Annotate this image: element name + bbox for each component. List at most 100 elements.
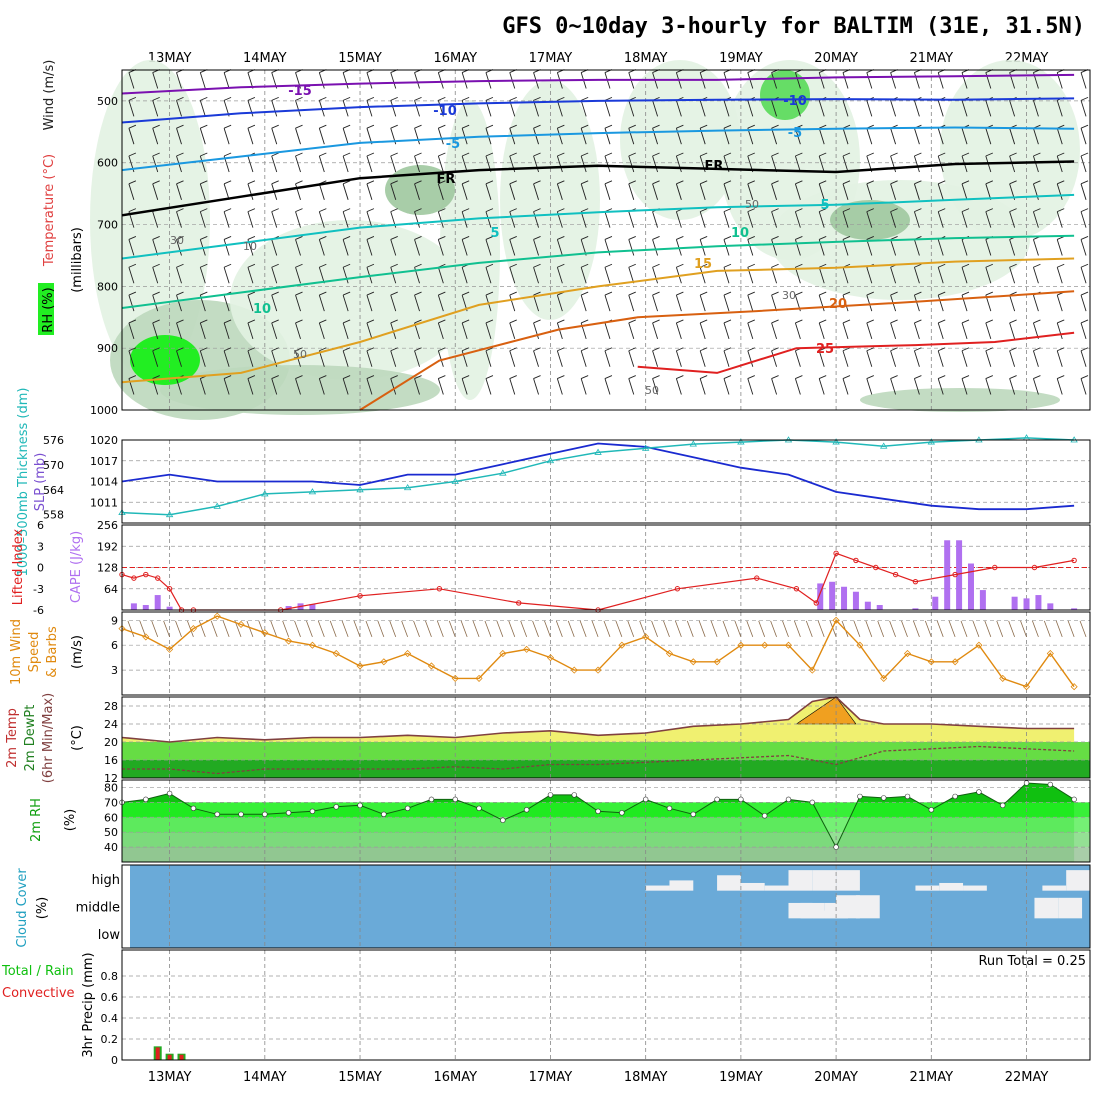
wind-barb-flag [580, 208, 589, 213]
wind-barb [652, 183, 659, 200]
wind-barb [580, 267, 587, 284]
rh-marker [452, 796, 458, 803]
upper-temperature-label: Temperature (°C) [42, 154, 57, 267]
wind-barb-flag [295, 96, 303, 101]
wind-barb [152, 267, 159, 284]
surface-wind-barb [151, 620, 159, 638]
wind-barb-flag [747, 180, 755, 185]
wind-barb-flag [438, 375, 446, 379]
wind-barb-flag [176, 208, 184, 213]
wind-barb-flag [604, 263, 613, 268]
wind-barb-flag [223, 319, 232, 324]
wind-barb [604, 155, 611, 173]
wind-barb-flag [747, 347, 755, 352]
wind-barb-flag [676, 236, 684, 240]
cape-bar [1071, 608, 1078, 610]
wind-barb-flag [1009, 347, 1017, 352]
wind-barb-flag [295, 291, 303, 296]
wind-barb-flag [366, 152, 375, 157]
wind-barb [675, 155, 682, 173]
date-label-top: 17MAY [529, 51, 573, 66]
wind-barb-flag [438, 236, 446, 240]
wind-barb [247, 128, 254, 145]
wind-barb-flag [200, 208, 208, 213]
rh-marker [833, 844, 839, 850]
wind-barb [533, 155, 539, 173]
wind-barb-flag [866, 180, 874, 185]
wind-barb [794, 239, 801, 256]
wind-barb-flag [676, 152, 684, 157]
wind-speed-marker [237, 620, 245, 629]
lifted-marker [793, 586, 800, 592]
rh-marker [428, 796, 435, 803]
wind-barb-flag [985, 208, 993, 213]
wind-barb [485, 239, 492, 256]
wind-barb [342, 72, 349, 89]
y-tick-label: 24 [104, 718, 118, 731]
wind-barb [723, 294, 730, 312]
wind-barb [437, 239, 444, 256]
wind-barb-flag [676, 347, 684, 352]
wind-barb [1080, 267, 1087, 284]
wind-barb-flag [1033, 180, 1041, 185]
wind-barb [604, 294, 611, 312]
wind-barb-flag [842, 236, 851, 240]
surface-wind-barb [877, 620, 885, 638]
wind-barb [318, 378, 325, 395]
wind-barb-flag [271, 263, 279, 268]
wind-barb [604, 211, 611, 228]
wind-barb-flag [866, 319, 874, 324]
wind-barb-flag [414, 124, 422, 129]
wind-barb-flag [1009, 208, 1017, 213]
wind-barb [318, 155, 325, 173]
wind-barb [913, 211, 920, 228]
wind-barb-flag [509, 347, 517, 352]
wind-barb [961, 239, 968, 256]
wind-barb [1056, 378, 1063, 395]
precip-total-label: Total / Rain [1, 964, 74, 979]
wind-barb-flag [557, 375, 565, 379]
wind-barb [890, 128, 897, 145]
wind-barb [723, 183, 730, 200]
contour-label-m10a: -10 [433, 104, 457, 119]
isotherm-FR [121, 160, 1075, 217]
wind-barb [461, 155, 468, 173]
date-label-bottom: 17MAY [529, 1070, 573, 1085]
wind-barb [604, 378, 611, 395]
wind-barb-flag [295, 375, 303, 379]
wind-barb-flag [509, 319, 517, 324]
cape-bar [932, 596, 939, 610]
lifted-marker [992, 564, 998, 571]
surface-wind-barb [341, 620, 349, 638]
wind-barb-flag [485, 152, 494, 157]
rh-marker [262, 811, 268, 817]
wind-barb [414, 350, 420, 367]
wind-speed-marker [594, 666, 602, 674]
wind-barb-flag [842, 291, 851, 296]
precip-bars [153, 1046, 186, 1060]
wind-barb-flag [985, 180, 993, 185]
wind-barb-flag [295, 236, 303, 240]
surface-wind-barb [532, 620, 539, 638]
wind-barb-flag [1057, 375, 1065, 379]
surface-wind-barb [853, 620, 861, 638]
wind-barb [1056, 350, 1063, 367]
cloud-block [764, 885, 789, 891]
wind-barb [794, 72, 801, 89]
cloud-block [1066, 870, 1090, 891]
wind-barb [794, 322, 801, 340]
wind-barb-flag [223, 347, 232, 352]
date-label-bottom: 19MAY [719, 1070, 763, 1085]
surface-wind-barb [972, 620, 980, 638]
wind-barb [1080, 72, 1087, 89]
wind-barb [176, 100, 182, 117]
y-tick-label: 800 [97, 280, 118, 293]
wind-barb-flag [723, 319, 732, 324]
wind-barb-flag [914, 347, 922, 352]
precip-axis-label: 3hr Precip (mm) [81, 952, 96, 1057]
lifted-marker [516, 600, 522, 606]
wind-barb-flag [866, 291, 874, 296]
wind-barb [628, 100, 635, 117]
wind-barb-flag [271, 347, 279, 352]
wind-barb [652, 294, 659, 312]
